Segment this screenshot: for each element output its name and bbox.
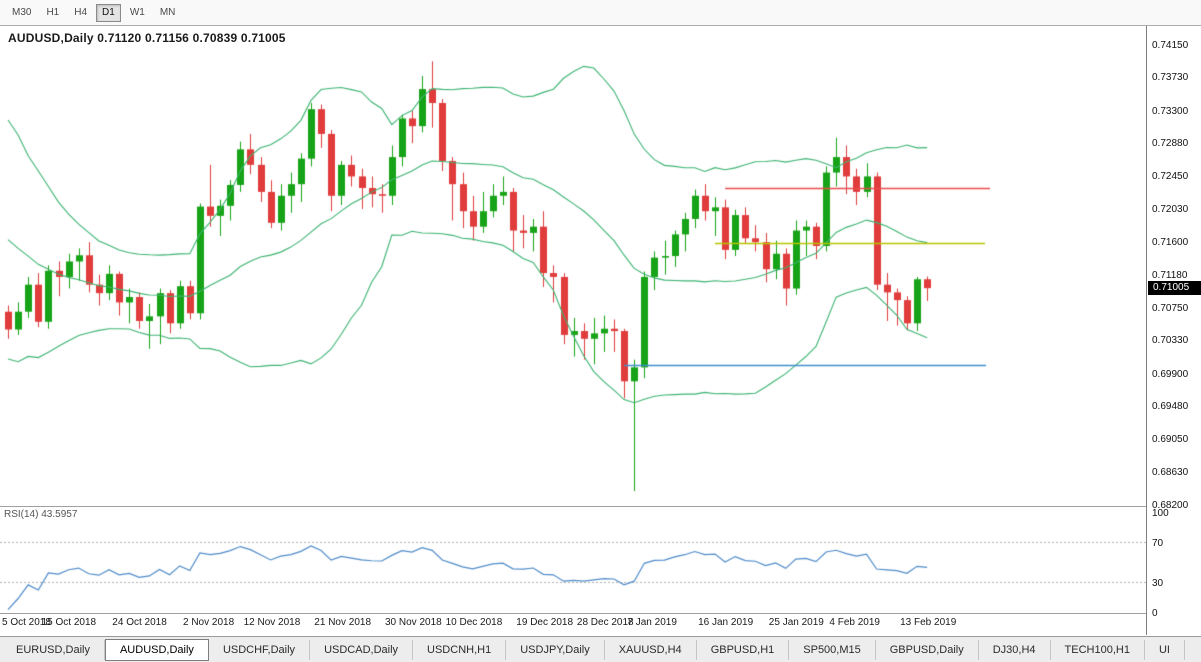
- time-axis-label: 5 Oct 2018: [2, 617, 51, 628]
- time-axis-label: 16 Jan 2019: [698, 617, 754, 628]
- chart-tab-dj30-h4[interactable]: DJ30,H4: [979, 639, 1051, 660]
- time-axis-label: 4 Feb 2019: [829, 617, 880, 628]
- chart-tab-xauusd-h4[interactable]: XAUUSD,H4: [605, 639, 697, 660]
- rsi-indicator-label: RSI(14) 43.5957: [4, 509, 77, 520]
- time-axis-label: 24 Oct 2018: [112, 617, 167, 628]
- timeframe-button-m30[interactable]: M30: [12, 6, 32, 18]
- time-axis-label: 21 Nov 2018: [314, 617, 372, 628]
- timeframe-button-d1[interactable]: D1: [96, 3, 121, 22]
- time-axis-label: 2 Nov 2018: [183, 617, 235, 628]
- time-axis-label: 7 Jan 2019: [627, 617, 677, 628]
- price-chart-canvas[interactable]: [0, 26, 1146, 613]
- chart-tab-audusd-daily[interactable]: AUDUSD,Daily: [104, 638, 209, 661]
- chart-tab-usdcnh-h1[interactable]: USDCNH,H1: [413, 639, 507, 660]
- rsi-axis-label: 100: [1152, 508, 1169, 519]
- rsi-axis-label: 0: [1152, 608, 1158, 619]
- rsi-name: RSI(14): [4, 509, 39, 520]
- price-axis-label: 0.68630: [1152, 466, 1189, 478]
- time-axis-label: 10 Dec 2018: [445, 617, 503, 628]
- chart-tab-ui[interactable]: UI: [1145, 639, 1185, 660]
- pane-separator[interactable]: [0, 506, 1201, 507]
- time-axis-label: 19 Dec 2018: [516, 617, 574, 628]
- current-price-marker: 0.71005: [1148, 281, 1201, 296]
- chart-tab-gbpusd-h1[interactable]: GBPUSD,H1: [697, 639, 790, 660]
- chart-tab-gbpusd-daily[interactable]: GBPUSD,Daily: [876, 639, 979, 660]
- timeframe-toolbar: M30 H1 H4 D1 W1 MN: [0, 0, 1201, 26]
- time-axis-separator: [0, 613, 1201, 614]
- price-axis-label: 0.73300: [1152, 105, 1189, 117]
- price-axis-label: 0.73730: [1152, 72, 1189, 84]
- chart-tab-eurusd-daily[interactable]: EURUSD,Daily: [2, 639, 105, 660]
- chart-ohlc-values: 0.71120 0.71156 0.70839 0.71005: [97, 31, 286, 45]
- chart-tab-usdjpy-daily[interactable]: USDJPY,Daily: [506, 639, 605, 660]
- time-axis-label: 28 Dec 2018: [576, 617, 634, 628]
- rsi-axis-label: 30: [1152, 578, 1164, 589]
- chart-tab-tech100-h1[interactable]: TECH100,H1: [1051, 639, 1145, 660]
- chart-tab-sp500-m15[interactable]: SP500,M15: [789, 639, 876, 660]
- time-axis-label: 25 Jan 2019: [768, 617, 824, 628]
- chart-title: AUDUSD,Daily 0.71120 0.71156 0.70839 0.7…: [8, 31, 286, 45]
- rsi-value: 43.5957: [41, 509, 78, 520]
- price-axis-label: 0.72450: [1152, 171, 1189, 183]
- time-axis-label: 13 Feb 2019: [900, 617, 957, 628]
- timeframe-button-mn[interactable]: MN: [159, 6, 176, 18]
- price-axis-label: 0.71600: [1152, 237, 1189, 249]
- timeframe-button-w1[interactable]: W1: [129, 6, 145, 18]
- timeframe-button-h4[interactable]: H4: [74, 6, 88, 18]
- price-axis-label: 0.68200: [1152, 500, 1189, 511]
- price-axis-label: 0.69900: [1152, 368, 1189, 380]
- price-axis-label: 0.69480: [1152, 401, 1189, 413]
- price-axis-label: 0.71180: [1152, 269, 1188, 281]
- chart-tab-usdcad-daily[interactable]: USDCAD,Daily: [310, 639, 414, 660]
- time-axis-label: 15 Oct 2018: [41, 617, 97, 628]
- price-axis-label: 0.70750: [1152, 302, 1189, 314]
- time-axis-label: 30 Nov 2018: [385, 617, 442, 628]
- timeframe-button-h1[interactable]: H1: [46, 6, 60, 18]
- price-axis-label: 0.72030: [1152, 203, 1189, 215]
- chart-tab-bar: EURUSD,Daily AUDUSD,Daily USDCHF,Daily USDC…: [0, 636, 1201, 662]
- time-axis-label: 12 Nov 2018: [243, 617, 301, 628]
- time-axis[interactable]: 5 Oct 2018 15 Oct 2018 24 Oct 2018 2 Nov 20…: [0, 614, 1146, 635]
- price-axis-label: 0.74150: [1152, 40, 1189, 51]
- chart-tab-usdchf-daily[interactable]: USDCHF,Daily: [209, 639, 311, 660]
- price-axis-label: 0.69050: [1152, 434, 1189, 446]
- price-axis-label: 0.72880: [1152, 138, 1189, 150]
- price-axis[interactable]: 0.74150 0.73730 0.73300 0.72880 0.72450 0.720…: [1146, 26, 1201, 635]
- rsi-axis-label: 70: [1152, 538, 1164, 549]
- chart-symbol-period: AUDUSD,Daily: [8, 31, 94, 45]
- price-axis-label: 0.70330: [1152, 335, 1189, 347]
